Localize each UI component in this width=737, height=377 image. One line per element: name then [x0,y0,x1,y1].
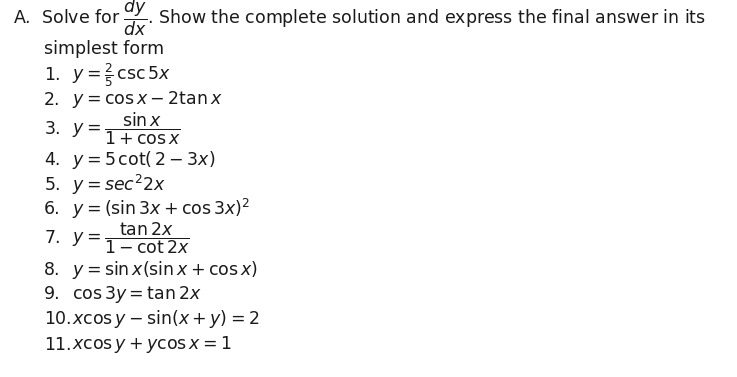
Text: 2.: 2. [44,91,60,109]
Text: $y = \cos x - 2\tan x$: $y = \cos x - 2\tan x$ [72,89,223,110]
Text: 1.: 1. [44,66,60,84]
Text: 4.: 4. [44,151,60,169]
Text: $y = \dfrac{\sin x}{1+\cos x}$: $y = \dfrac{\sin x}{1+\cos x}$ [72,111,181,147]
Text: 11.: 11. [44,336,71,354]
Text: $y = (\sin 3x + \cos 3x)^{2}$: $y = (\sin 3x + \cos 3x)^{2}$ [72,197,251,221]
Text: 6.: 6. [44,200,61,218]
Text: simplest form: simplest form [44,40,164,58]
Text: $y = 5\,\mathrm{cot}(\,2 - 3x)$: $y = 5\,\mathrm{cot}(\,2 - 3x)$ [72,149,216,171]
Text: 9.: 9. [44,285,61,303]
Text: $y = \mathit{sec}^{2}2x$: $y = \mathit{sec}^{2}2x$ [72,173,166,197]
Text: 3.: 3. [44,120,60,138]
Text: $x\cos y + y\cos x = 1$: $x\cos y + y\cos x = 1$ [72,334,232,356]
Text: 7.: 7. [44,229,60,247]
Text: A.  Solve for $\dfrac{dy}{dx}$. Show the complete solution and express the final: A. Solve for $\dfrac{dy}{dx}$. Show the … [13,0,706,38]
Text: 5.: 5. [44,176,60,194]
Text: $y = \frac{2}{5}\,\mathrm{csc}\,5x$: $y = \frac{2}{5}\,\mathrm{csc}\,5x$ [72,61,172,89]
Text: $\cos 3y = \tan 2x$: $\cos 3y = \tan 2x$ [72,284,202,305]
Text: $y = \sin x(\sin x + \cos x)$: $y = \sin x(\sin x + \cos x)$ [72,259,258,280]
Text: $x\cos y - \sin(x + y) = 2$: $x\cos y - \sin(x + y) = 2$ [72,308,259,329]
Text: 10.: 10. [44,310,71,328]
Text: 8.: 8. [44,261,60,279]
Text: $y = \dfrac{\tan 2x}{1-\mathrm{cot}\,2x}$: $y = \dfrac{\tan 2x}{1-\mathrm{cot}\,2x}… [72,221,190,256]
